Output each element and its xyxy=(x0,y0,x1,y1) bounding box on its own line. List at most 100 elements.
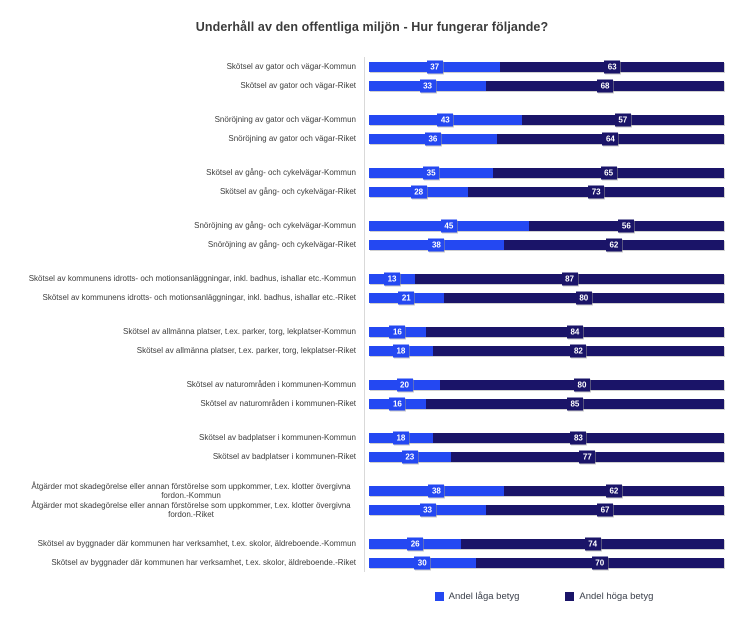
value-label-low: 33 xyxy=(419,79,436,92)
bar-segment-high[interactable]: 21 80 xyxy=(369,291,724,304)
value-label-low: 38 xyxy=(428,238,445,251)
category-pair: Skötsel av naturområden i kommunen-Kommu… xyxy=(0,375,744,413)
bar-track: 45 56 xyxy=(369,219,724,232)
bar-track: 13 87 xyxy=(369,272,724,285)
category-label: Skötsel av naturområden i kommunen-Riket xyxy=(0,399,364,408)
value-label-low: 36 xyxy=(424,132,441,145)
value-label-high: 83 xyxy=(570,431,587,444)
bar-track: 23 77 xyxy=(369,450,724,463)
chart-row: Skötsel av gång- och cykelvägar-Kommun 35… xyxy=(0,163,744,182)
value-label-low: 18 xyxy=(392,431,409,444)
category-pair: Åtgärder mot skadegörelse eller annan fö… xyxy=(0,481,744,519)
chart-row: Åtgärder mot skadegörelse eller annan fö… xyxy=(0,500,744,519)
value-label-high: 56 xyxy=(618,219,635,232)
category-label-text: Åtgärder mot skadegörelse eller annan fö… xyxy=(31,481,351,500)
chart-row: Skötsel av naturområden i kommunen-Kommu… xyxy=(0,375,744,394)
category-label-text: Skötsel av byggnader där kommunen har ve… xyxy=(51,558,356,567)
chart-row: Skötsel av kommunens idrotts- och motion… xyxy=(0,269,744,288)
category-label: Snöröjning av gator och vägar-Kommun xyxy=(0,115,364,124)
chart-row: Snöröjning av gator och vägar-Kommun 43 57 xyxy=(0,110,744,129)
category-label: Skötsel av gång- och cykelvägar-Kommun xyxy=(0,168,364,177)
value-label-high: 65 xyxy=(600,166,617,179)
legend-label: Andel höga betyg xyxy=(579,591,654,602)
category-label: Skötsel av allmänna platser, t.ex. parke… xyxy=(0,346,364,355)
bar-track: 38 62 xyxy=(369,238,724,251)
legend: Andel låga betyg Andel höga betyg xyxy=(364,591,724,602)
bar-segment-high[interactable]: 26 74 xyxy=(369,537,724,550)
chart-row: Skötsel av allmänna platser, t.ex. parke… xyxy=(0,341,744,360)
bar-track: 30 70 xyxy=(369,556,724,569)
category-label: Skötsel av badplatser i kommunen-Kommun xyxy=(0,433,364,442)
bar-segment-high[interactable]: 20 80 xyxy=(369,378,724,391)
category-label: Skötsel av naturområden i kommunen-Kommu… xyxy=(0,380,364,389)
category-label-text: Skötsel av kommunens idrotts- och motion… xyxy=(28,274,356,283)
category-label-text: Skötsel av gång- och cykelvägar-Riket xyxy=(219,187,356,196)
bar-segment-high[interactable]: 30 70 xyxy=(369,556,724,569)
bar-segment-high[interactable]: 18 83 xyxy=(369,431,724,444)
value-label-high: 80 xyxy=(574,378,590,391)
category-label: Skötsel av gång- och cykelvägar-Riket xyxy=(0,187,364,196)
bar-segment-high[interactable]: 16 84 xyxy=(369,325,724,338)
bar-track: 16 85 xyxy=(369,397,724,410)
bar-segment-high[interactable]: 23 77 xyxy=(369,450,724,463)
bar-track: 33 68 xyxy=(369,79,724,92)
category-label-text: Skötsel av badplatser i kommunen-Kommun xyxy=(199,433,356,442)
value-label-low: 33 xyxy=(419,503,436,516)
value-label-high: 64 xyxy=(602,132,619,145)
category-label-text: Skötsel av gator och vägar-Riket xyxy=(240,81,356,90)
category-label-text: Snöröjning av gång- och cykelvägar-Riket xyxy=(207,240,356,249)
bar-segment-high[interactable]: 16 85 xyxy=(369,397,724,410)
category-pair: Skötsel av allmänna platser, t.ex. parke… xyxy=(0,322,744,360)
chart-row: Skötsel av kommunens idrotts- och motion… xyxy=(0,288,744,307)
category-label-text: Skötsel av allmänna platser, t.ex. parke… xyxy=(123,327,356,336)
legend-item[interactable]: Andel låga betyg xyxy=(434,591,519,602)
category-label: Snöröjning av gång- och cykelvägar-Kommu… xyxy=(0,221,364,230)
category-label-text: Åtgärder mot skadegörelse eller annan fö… xyxy=(31,500,351,519)
legend-item[interactable]: Andel höga betyg xyxy=(565,591,653,602)
value-label-high: 84 xyxy=(566,325,583,338)
chart-row: Skötsel av byggnader där kommunen har ve… xyxy=(0,553,744,572)
bar-track: 18 82 xyxy=(369,344,724,357)
chart-row: Skötsel av allmänna platser, t.ex. parke… xyxy=(0,322,744,341)
category-pair: Skötsel av kommunens idrotts- och motion… xyxy=(0,269,744,307)
bar-track: 37 63 xyxy=(369,60,724,73)
bar-segment-high[interactable]: 18 82 xyxy=(369,344,724,357)
bar-segment-high[interactable]: 37 63 xyxy=(369,60,724,73)
value-label-low: 13 xyxy=(384,272,401,285)
bar-segment-high[interactable]: 45 56 xyxy=(369,219,724,232)
category-label-text: Skötsel av badplatser i kommunen-Riket xyxy=(212,452,356,461)
chart-row: Skötsel av gång- och cykelvägar-Riket 28 7… xyxy=(0,182,744,201)
value-label-low: 26 xyxy=(407,537,424,550)
value-label-low: 43 xyxy=(437,113,454,126)
value-label-high: 85 xyxy=(566,397,583,410)
category-label: Snöröjning av gator och vägar-Riket xyxy=(0,134,364,143)
chart-row: Skötsel av byggnader där kommunen har ve… xyxy=(0,534,744,553)
bar-segment-high[interactable]: 28 73 xyxy=(369,185,724,198)
category-label: Skötsel av gator och vägar-Riket xyxy=(0,81,364,90)
value-label-high: 57 xyxy=(614,113,631,126)
value-label-high: 74 xyxy=(584,537,601,550)
value-label-high: 87 xyxy=(561,272,578,285)
bar-segment-high[interactable]: 35 65 xyxy=(369,166,724,179)
bar-segment-high[interactable]: 43 57 xyxy=(369,113,724,126)
category-pair: Snöröjning av gator och vägar-Kommun 43 57… xyxy=(0,110,744,148)
bar-track: 18 83 xyxy=(369,431,724,444)
bar-segment-high[interactable]: 33 68 xyxy=(369,79,724,92)
value-label-low: 38 xyxy=(428,484,445,497)
bar-segment-high[interactable]: 36 64 xyxy=(369,132,724,145)
category-label-text: Snöröjning av gång- och cykelvägar-Kommu… xyxy=(194,221,356,230)
bar-segment-high[interactable]: 38 62 xyxy=(369,484,724,497)
bar-segment-high[interactable]: 13 87 xyxy=(369,272,724,285)
bar-segment-high[interactable]: 38 62 xyxy=(369,238,724,251)
value-label-low: 35 xyxy=(423,166,440,179)
bar-track: 36 64 xyxy=(369,132,724,145)
category-label-text: Snöröjning av gator och vägar-Riket xyxy=(228,134,356,143)
category-label: Skötsel av gator och vägar-Kommun xyxy=(0,62,364,71)
value-label-low: 21 xyxy=(398,291,415,304)
bar-track: 21 80 xyxy=(369,291,724,304)
bar-track: 26 74 xyxy=(369,537,724,550)
bar-segment-high[interactable]: 33 67 xyxy=(369,503,724,516)
chart-row: Skötsel av gator och vägar-Kommun 37 63 xyxy=(0,57,744,76)
chart-row: Skötsel av badplatser i kommunen-Riket 23… xyxy=(0,447,744,466)
